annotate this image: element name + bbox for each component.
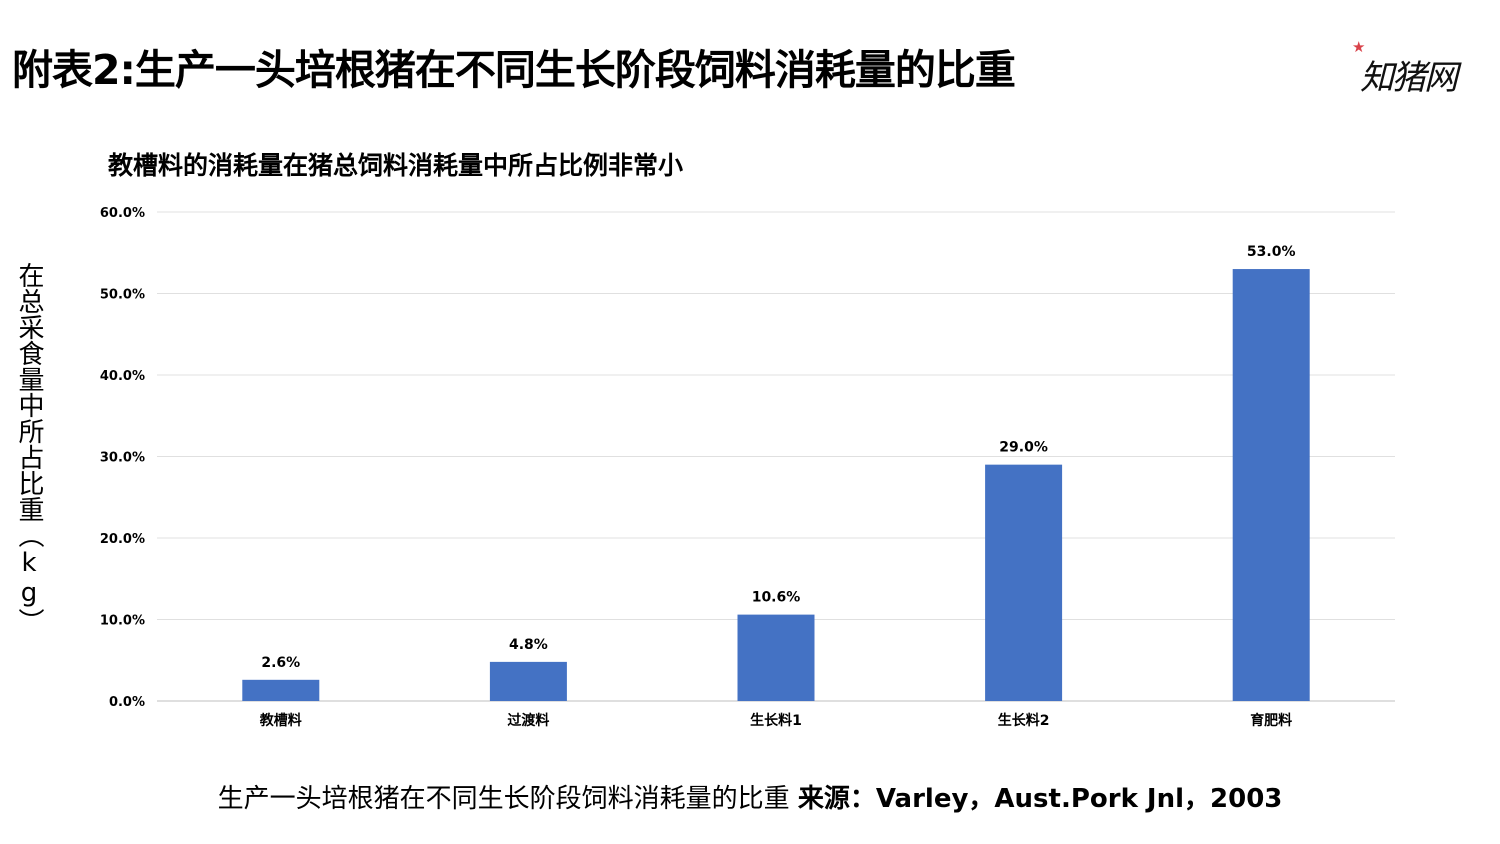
- y-axis-ticks: 0.0% 10.0% 20.0% 30.0% 40.0% 50.0% 60.0%: [100, 206, 145, 710]
- data-label: 2.6%: [261, 655, 300, 671]
- y-tick-label: 30.0%: [100, 451, 145, 466]
- bar: [737, 614, 815, 701]
- page-title: 附表2:生产一头培根猪在不同生长阶段饲料消耗量的比重: [12, 46, 1016, 94]
- data-label: 53.0%: [1247, 244, 1296, 260]
- gridlines: [157, 211, 1395, 702]
- logo-text: 知猪网: [1360, 58, 1458, 98]
- y-axis-title: 在总采食量中所占比重（kg）: [14, 262, 44, 634]
- caption-source: 来源：Varley，Aust.Pork Jnl，2003: [797, 784, 1283, 814]
- bars: [242, 269, 1310, 701]
- category-label: 生长料1: [750, 712, 802, 729]
- y-tick-label: 50.0%: [100, 288, 145, 303]
- x-axis-labels: 教槽料 过渡料 生长料1 生长料2 育肥料: [260, 712, 1292, 729]
- data-label: 4.8%: [509, 637, 548, 653]
- bar: [1232, 269, 1310, 701]
- category-label: 生长料2: [998, 712, 1050, 729]
- data-label: 10.6%: [752, 590, 801, 606]
- category-label: 过渡料: [507, 712, 549, 729]
- figure-caption: 生产一头培根猪在不同生长阶段饲料消耗量的比重 来源：Varley，Aust.Po…: [0, 778, 1500, 815]
- caption-text: 生产一头培根猪在不同生长阶段饲料消耗量的比重: [217, 784, 798, 814]
- category-label: 育肥料: [1250, 712, 1292, 729]
- category-label: 教槽料: [260, 712, 302, 729]
- y-tick-label: 60.0%: [100, 206, 145, 221]
- y-tick-label: 10.0%: [100, 614, 145, 629]
- bar: [242, 679, 320, 701]
- y-tick-label: 40.0%: [100, 369, 145, 384]
- star-icon: ★: [1352, 38, 1366, 56]
- data-labels: 2.6% 4.8% 10.6% 29.0% 53.0%: [261, 244, 1295, 671]
- data-label: 29.0%: [999, 440, 1048, 456]
- bar: [985, 464, 1063, 701]
- bar: [489, 661, 567, 701]
- y-tick-label: 0.0%: [109, 695, 145, 710]
- chart-title: 教槽料的消耗量在猪总饲料消耗量中所占比例非常小: [108, 151, 684, 180]
- logo: ★ 知猪网: [1352, 38, 1482, 99]
- y-tick-label: 20.0%: [100, 532, 145, 547]
